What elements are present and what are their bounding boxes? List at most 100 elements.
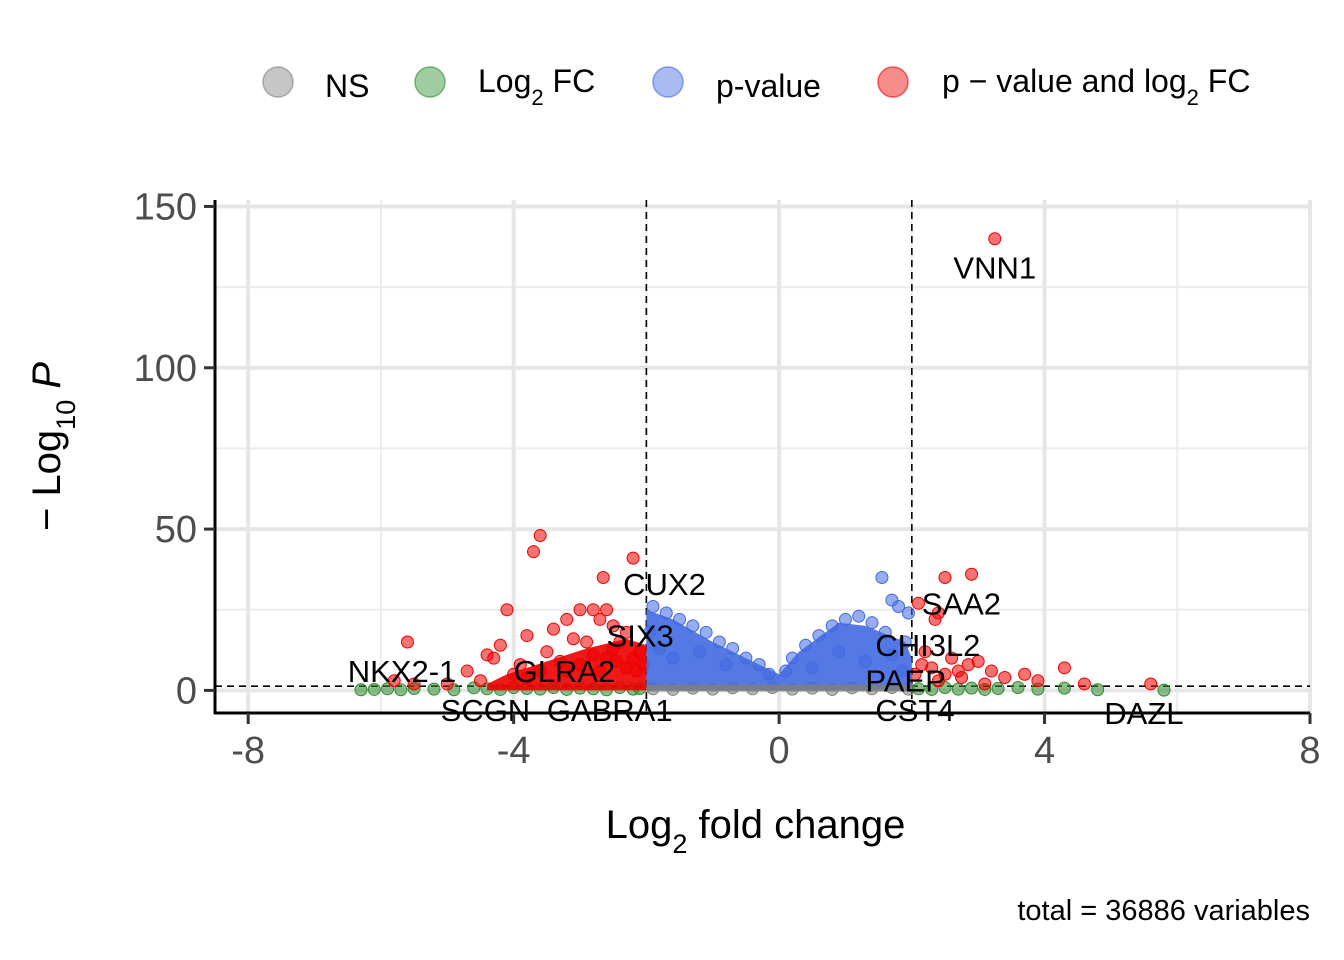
data-point — [984, 664, 998, 678]
gene-labels: VNN1 CUX2 SAA2 SIX3 CHI3L2 NKX2-1 GLRA2 PAEP SCG… — [348, 251, 1184, 731]
data-point — [440, 677, 454, 691]
gene-label: PAEP — [865, 664, 945, 699]
gene-label: CUX2 — [623, 567, 706, 602]
data-point — [911, 596, 925, 610]
legend-key-fc — [414, 66, 446, 98]
data-point — [1031, 674, 1045, 688]
legend-label-fc: Log2 FC — [478, 63, 595, 110]
data-point — [1011, 681, 1025, 695]
data-point — [1144, 677, 1158, 691]
data-point — [427, 682, 441, 696]
legend-label-p: p-value — [716, 68, 821, 104]
data-point — [566, 632, 580, 646]
data-point — [955, 671, 969, 685]
data-point — [1077, 677, 1091, 691]
data-point — [998, 671, 1012, 685]
data-point — [911, 682, 925, 696]
data-point — [560, 612, 574, 626]
data-point — [925, 682, 939, 696]
data-point — [354, 683, 368, 697]
legend: NS Log2 FC p-value p − value and log2 FC — [262, 63, 1250, 110]
data-point — [925, 661, 939, 675]
data-point — [487, 651, 501, 665]
ns-point-cluster — [646, 684, 912, 692]
data-point — [540, 645, 554, 659]
data-point — [978, 677, 992, 691]
data-point — [902, 606, 915, 620]
legend-label-ns: NS — [325, 68, 369, 104]
data-point — [573, 603, 587, 617]
legend-label-pfc: p − value and log2 FC — [942, 63, 1250, 110]
p-value-point-cluster — [646, 609, 912, 691]
legend-key-ns — [262, 66, 294, 98]
data-point — [460, 664, 474, 678]
cutoff-lines — [215, 200, 1310, 713]
data-point — [593, 612, 607, 626]
data-point — [951, 682, 965, 696]
x-tick-label: 4 — [1034, 730, 1055, 772]
y-tick-label: 50 — [155, 509, 197, 551]
data-point — [991, 681, 1005, 695]
data-point — [500, 603, 514, 617]
data-point — [928, 612, 942, 626]
data-point — [596, 570, 610, 584]
gene-label: NKX2-1 — [348, 654, 457, 689]
data-point — [580, 635, 594, 649]
gene-label: CST4 — [875, 693, 954, 728]
p-value-and-fc-point-cluster — [487, 638, 647, 691]
data-point — [988, 232, 1002, 246]
gene-label: SIX3 — [607, 619, 674, 654]
data-point — [367, 682, 381, 696]
x-tick-label: -8 — [231, 730, 265, 772]
legend-key-p — [652, 66, 684, 98]
data-point — [606, 619, 620, 633]
x-tick-label: 8 — [1299, 730, 1320, 772]
gene-label: SCGN — [441, 693, 531, 728]
data-point — [945, 651, 959, 665]
gene-label: CHI3L2 — [875, 628, 980, 663]
gene-label: GLRA2 — [514, 654, 616, 689]
y-tick-label: 0 — [176, 670, 197, 712]
data-points — [354, 232, 1171, 697]
data-point — [394, 683, 408, 697]
data-point — [971, 654, 985, 668]
caption: total = 36886 variables — [1017, 895, 1310, 927]
data-point — [852, 609, 866, 623]
data-point — [546, 622, 560, 636]
data-point — [473, 674, 487, 688]
data-point — [1057, 681, 1071, 695]
data-point — [875, 570, 889, 584]
data-point — [619, 625, 633, 639]
data-point — [965, 567, 979, 581]
data-point — [600, 603, 614, 617]
data-point — [1018, 667, 1032, 681]
data-point — [1057, 661, 1071, 675]
data-point — [527, 545, 541, 559]
data-point — [931, 674, 945, 688]
data-point — [407, 677, 421, 691]
y-axis-title: − Log10 P — [25, 362, 81, 531]
y-tick-label: 150 — [134, 186, 197, 228]
x-tick-label: -4 — [497, 730, 531, 772]
data-point — [520, 629, 534, 643]
y-tick-label: 100 — [134, 348, 197, 390]
data-point — [918, 645, 932, 659]
data-point — [493, 638, 507, 652]
data-point — [400, 635, 414, 649]
data-point — [387, 674, 401, 688]
x-axis-title: Log2 fold change — [606, 803, 906, 859]
axes: -8 -4 0 4 8 0 50 100 150 — [134, 186, 1321, 772]
data-point — [865, 616, 879, 630]
data-point — [938, 570, 952, 584]
gene-label: VNN1 — [953, 251, 1036, 286]
gene-label: SAA2 — [922, 586, 1001, 621]
grid-lines — [215, 200, 1312, 713]
gene-label: GABRA1 — [547, 693, 673, 728]
x-tick-label: 0 — [769, 730, 790, 772]
legend-key-pfc — [877, 66, 909, 98]
data-point — [533, 529, 547, 543]
data-point — [1157, 683, 1171, 697]
data-point — [965, 681, 979, 695]
data-point — [626, 551, 640, 565]
